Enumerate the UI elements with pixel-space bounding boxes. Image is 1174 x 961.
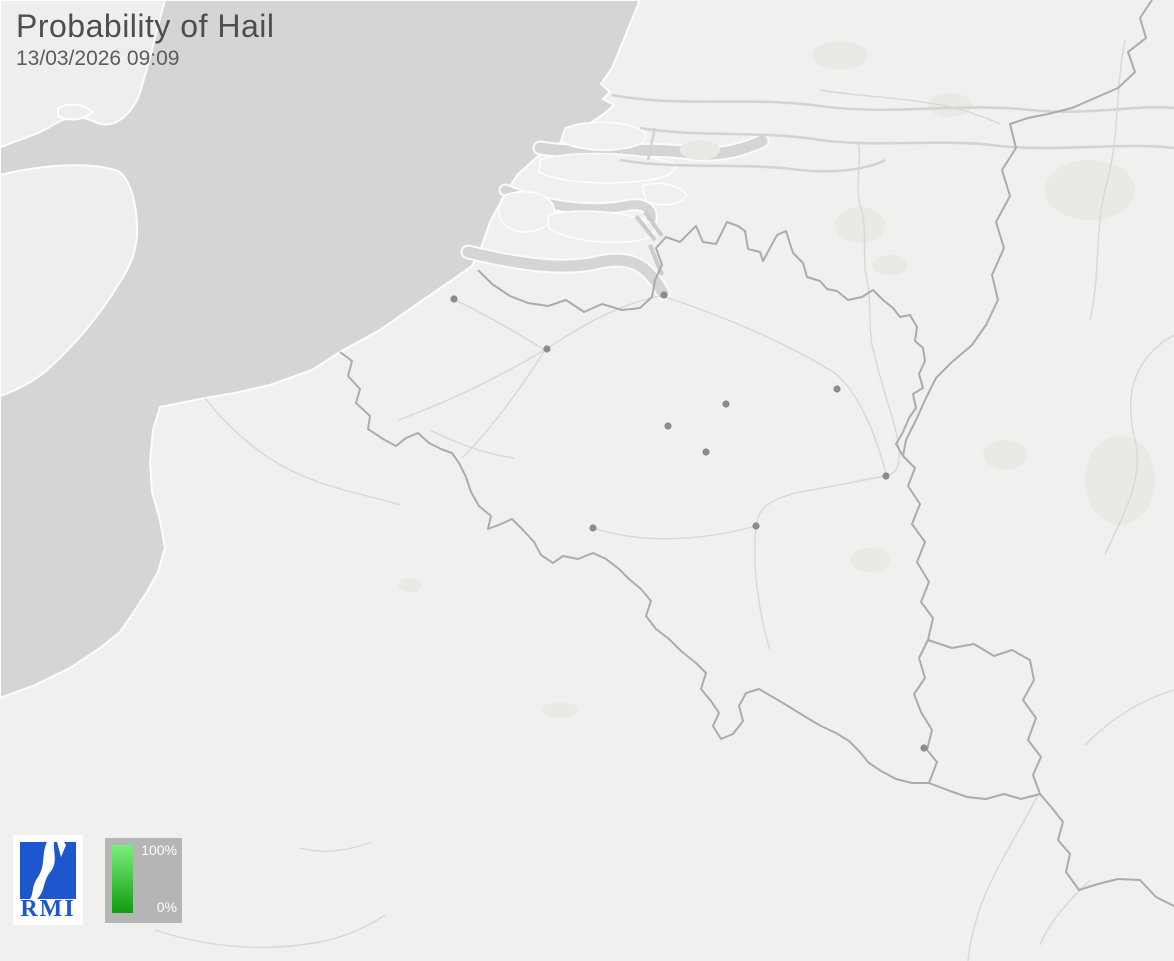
border-fr-de <box>1039 793 1174 907</box>
country-borders <box>339 0 1174 907</box>
sea-north-sea <box>0 0 642 700</box>
city-dot <box>589 524 597 532</box>
city-dot <box>752 522 760 530</box>
border-fr-be <box>339 351 929 784</box>
city-dot <box>920 744 928 752</box>
border-be-nl <box>477 221 926 457</box>
legend-min-label: 0% <box>156 899 177 915</box>
dutch-rivers <box>611 93 1174 173</box>
delta-islands <box>498 121 688 244</box>
city-dot <box>882 472 890 480</box>
legend-gradient-bar <box>112 845 133 913</box>
border-be-de <box>902 455 934 641</box>
border-lu <box>913 639 1042 800</box>
city-dot <box>833 385 841 393</box>
rmi-logo-graphic <box>20 842 76 899</box>
city-dot <box>722 400 730 408</box>
rmi-logo-text: RMI <box>20 896 76 922</box>
rmi-logo: RMI <box>13 835 83 925</box>
probability-legend: 100% 0% <box>105 838 182 923</box>
city-dot <box>660 291 668 299</box>
city-dot <box>702 448 710 456</box>
city-dot <box>450 295 458 303</box>
uk-coast <box>0 0 167 398</box>
city-dot <box>543 345 551 353</box>
city-dots-layer <box>450 291 928 752</box>
landcover-patches <box>398 41 1155 718</box>
legend-max-label: 100% <box>141 842 177 858</box>
border-nl-de <box>902 0 1153 457</box>
city-dot <box>664 422 672 430</box>
